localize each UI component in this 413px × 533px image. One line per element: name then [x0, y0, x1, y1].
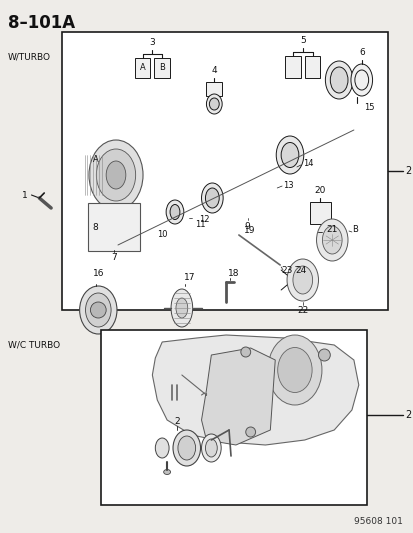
Ellipse shape	[277, 348, 311, 392]
Ellipse shape	[79, 286, 117, 334]
Text: B: B	[351, 225, 357, 235]
Ellipse shape	[286, 259, 318, 301]
Ellipse shape	[163, 470, 170, 474]
Text: 22: 22	[297, 306, 308, 315]
Text: 24: 24	[294, 266, 306, 275]
Text: A: A	[139, 63, 145, 72]
Ellipse shape	[275, 136, 303, 174]
Text: 2: 2	[404, 166, 410, 176]
Text: 8–101A: 8–101A	[8, 14, 75, 32]
Bar	[134, 58, 150, 78]
Text: 2: 2	[404, 410, 410, 420]
Circle shape	[318, 349, 330, 361]
Bar	[101, 330, 366, 505]
Text: 21: 21	[325, 225, 337, 235]
Ellipse shape	[176, 298, 188, 318]
Ellipse shape	[170, 205, 180, 220]
Ellipse shape	[96, 149, 135, 201]
Text: 13: 13	[282, 182, 293, 190]
Text: 95608 101: 95608 101	[353, 517, 402, 526]
Ellipse shape	[155, 438, 169, 458]
Text: 20: 20	[314, 186, 325, 195]
Polygon shape	[201, 348, 275, 445]
Text: W/TURBO: W/TURBO	[8, 52, 51, 61]
Text: 8: 8	[92, 222, 98, 231]
Ellipse shape	[350, 64, 372, 96]
Ellipse shape	[330, 67, 347, 93]
Ellipse shape	[85, 293, 111, 327]
Text: 23: 23	[280, 266, 292, 275]
Ellipse shape	[201, 434, 221, 462]
Ellipse shape	[171, 289, 192, 327]
Ellipse shape	[280, 142, 298, 167]
Ellipse shape	[325, 61, 352, 99]
Text: 12: 12	[198, 215, 209, 224]
Text: 3: 3	[149, 38, 155, 47]
Ellipse shape	[201, 183, 223, 213]
Bar	[88, 203, 139, 251]
Circle shape	[245, 427, 255, 437]
Circle shape	[90, 302, 106, 318]
Circle shape	[240, 347, 250, 357]
Text: 5: 5	[299, 36, 305, 45]
Bar	[304, 56, 320, 78]
Bar	[309, 202, 330, 224]
Ellipse shape	[206, 94, 222, 114]
Ellipse shape	[292, 266, 312, 294]
Text: B: B	[159, 63, 165, 72]
Text: 6: 6	[358, 48, 364, 57]
Ellipse shape	[322, 226, 341, 254]
Ellipse shape	[205, 439, 217, 457]
Text: 18: 18	[228, 269, 239, 278]
Ellipse shape	[166, 200, 183, 224]
Text: 15: 15	[363, 103, 373, 112]
Text: 2: 2	[174, 417, 179, 426]
Polygon shape	[152, 335, 358, 445]
Ellipse shape	[209, 98, 219, 110]
Text: 9: 9	[244, 222, 250, 231]
Bar	[285, 56, 300, 78]
Bar	[62, 32, 387, 310]
Text: W/C TURBO: W/C TURBO	[8, 340, 60, 349]
Ellipse shape	[267, 335, 321, 405]
Text: 4: 4	[211, 66, 216, 75]
Bar	[154, 58, 170, 78]
Text: A: A	[93, 156, 98, 165]
Text: 10: 10	[156, 230, 167, 239]
Text: 14: 14	[302, 158, 313, 167]
Text: 1: 1	[22, 190, 27, 199]
Ellipse shape	[173, 430, 200, 466]
Ellipse shape	[106, 161, 126, 189]
Text: 19: 19	[243, 226, 255, 235]
Bar	[206, 82, 222, 96]
Text: 16: 16	[93, 269, 104, 278]
Text: 7: 7	[111, 253, 116, 262]
Ellipse shape	[316, 219, 347, 261]
Ellipse shape	[178, 436, 195, 460]
Ellipse shape	[89, 140, 142, 210]
Text: 11: 11	[194, 220, 205, 229]
Ellipse shape	[205, 188, 219, 208]
Text: 17: 17	[183, 273, 195, 282]
